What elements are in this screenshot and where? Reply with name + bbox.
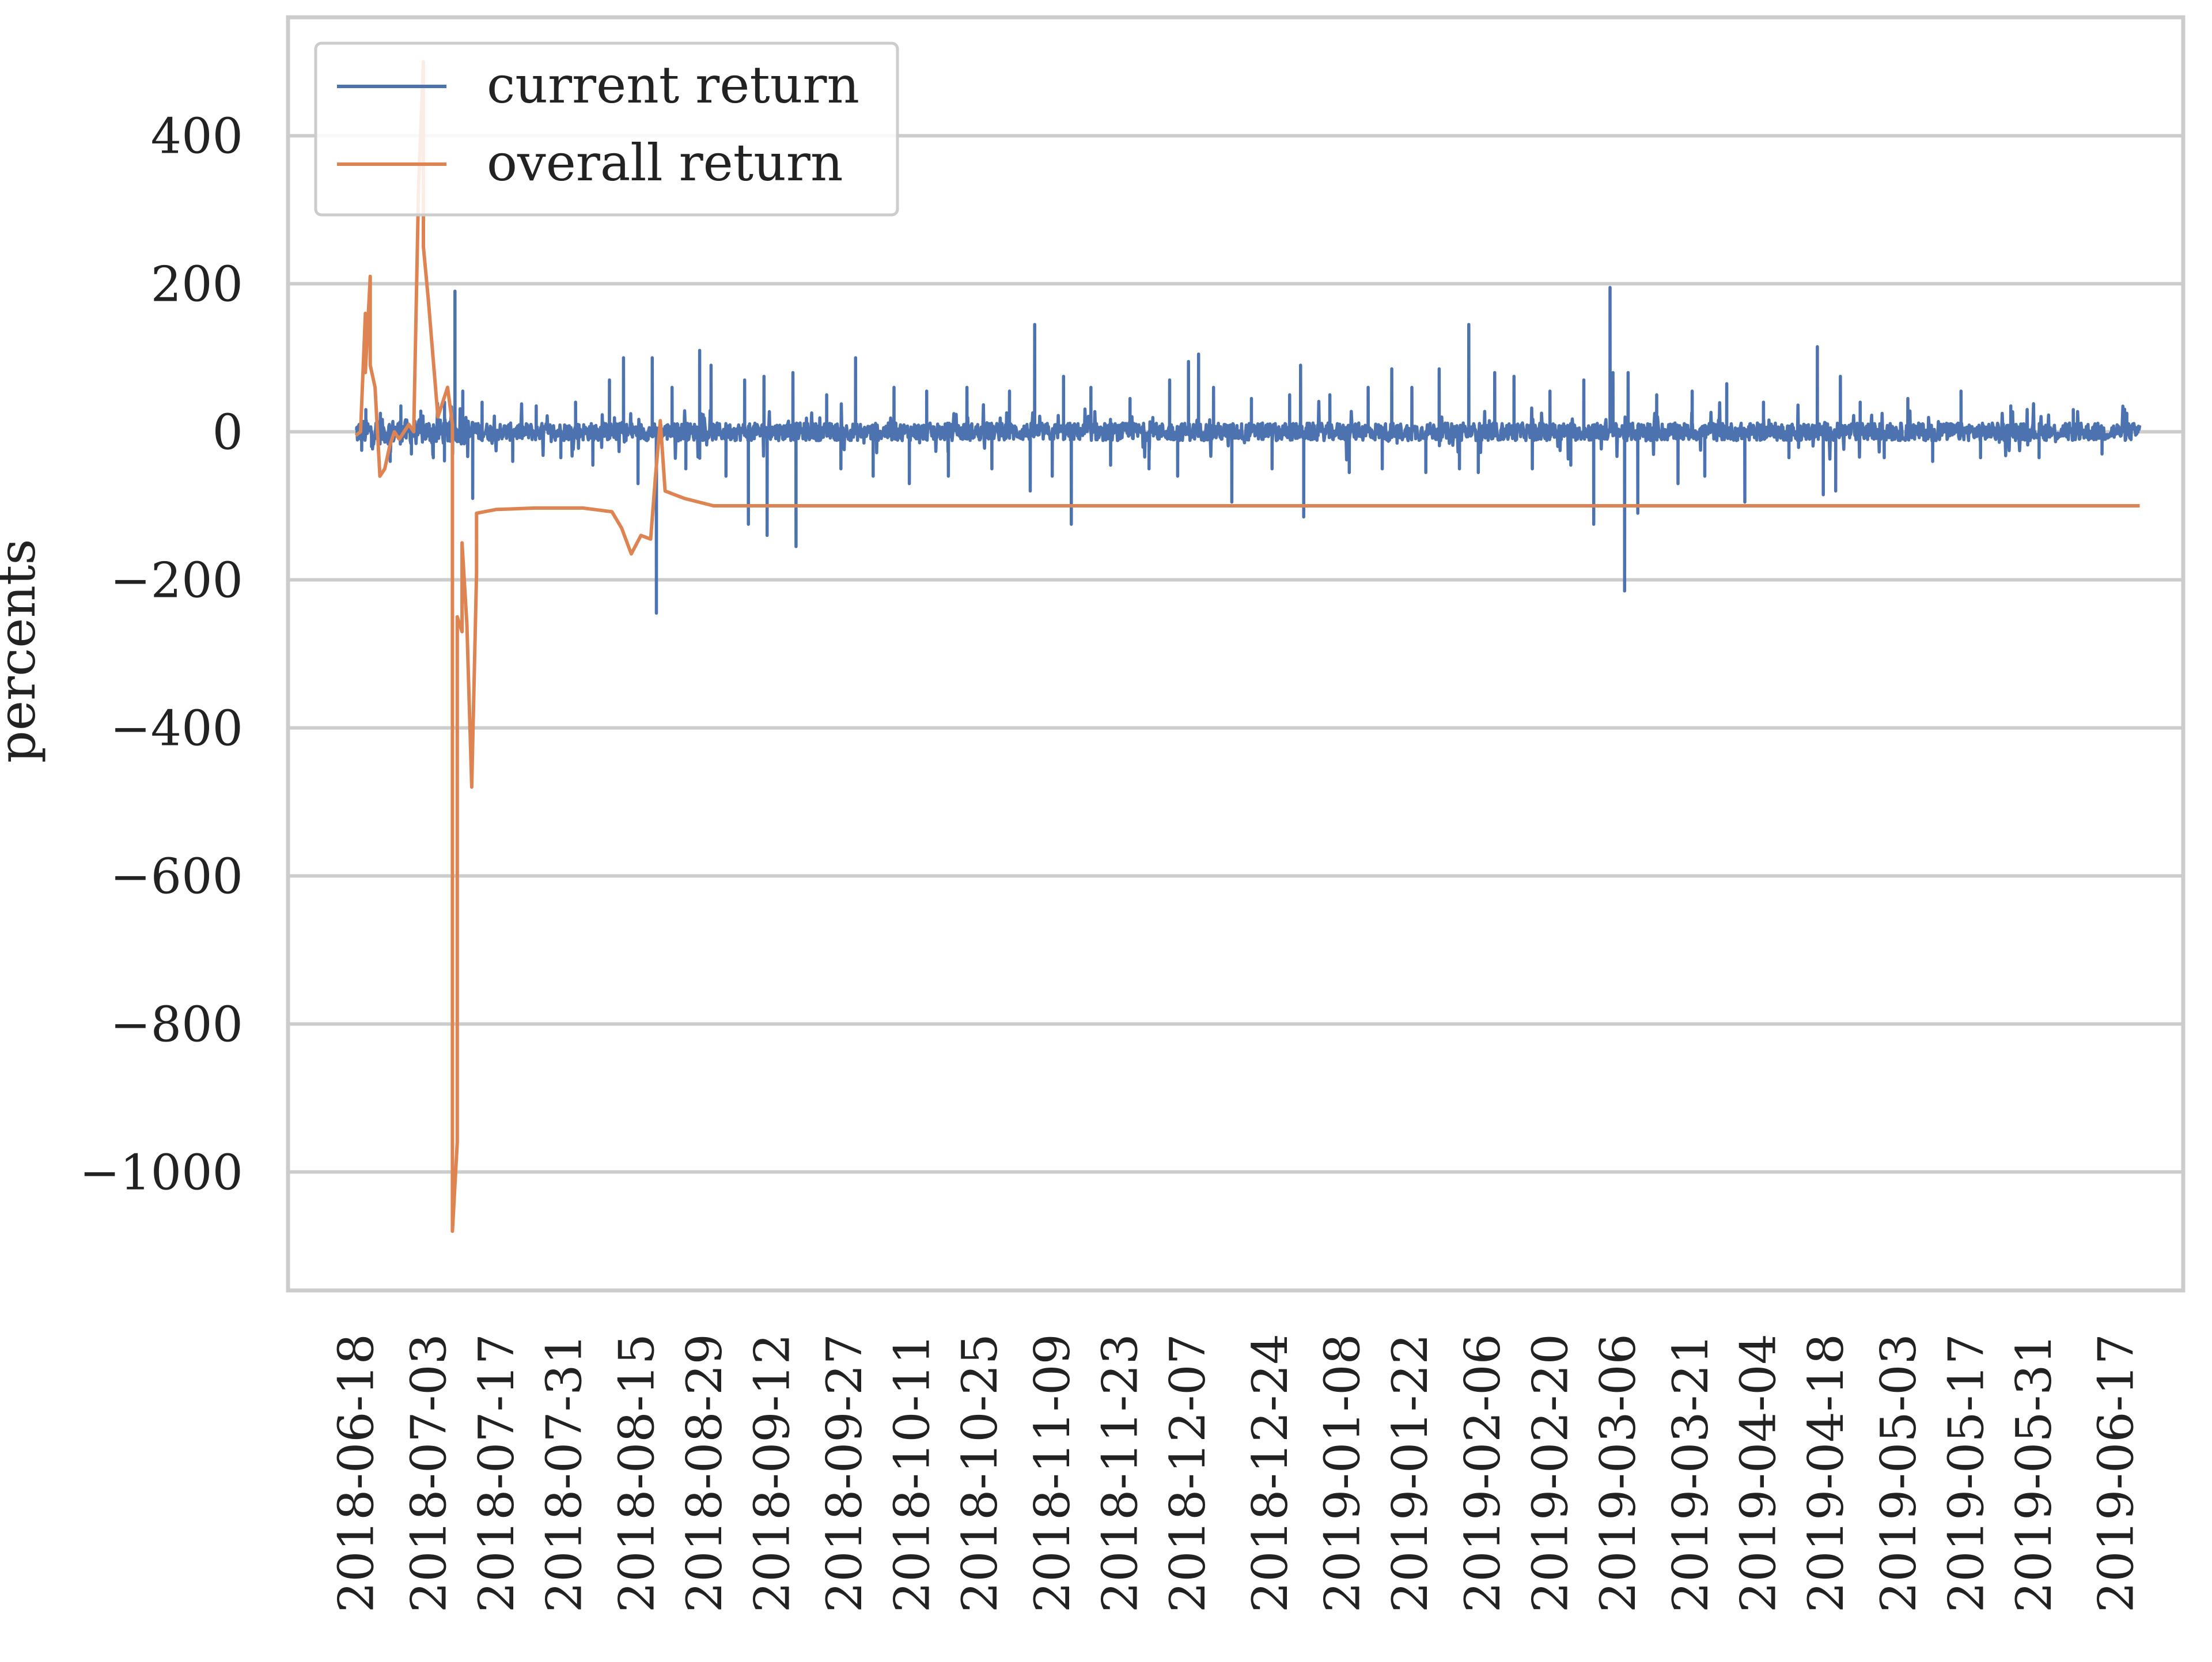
x-tick-label: 2018-08-15 [608, 1334, 665, 1612]
x-tick-label: 2019-05-17 [1938, 1334, 1994, 1612]
y-tick-label: −1000 [79, 1144, 243, 1201]
x-tick-label: 2019-01-08 [1315, 1334, 1371, 1612]
y-tick-label: −400 [110, 700, 243, 756]
x-tick-label: 2018-10-25 [952, 1334, 1008, 1612]
x-tick-labels: 2018-06-18 2018-07-03 2018-07-17 2018-07-31… [328, 1334, 2145, 1612]
legend-frame [314, 41, 899, 217]
x-tick-label: 2018-07-31 [536, 1334, 592, 1612]
y-axis-label: percents [0, 539, 47, 763]
legend-label: current return [487, 55, 859, 115]
x-tick-label: 2018-07-17 [468, 1334, 525, 1612]
y-tick-label: −800 [110, 996, 243, 1053]
x-tick-label: 2018-12-24 [1242, 1334, 1298, 1612]
x-tick-label: 2018-11-23 [1092, 1334, 1149, 1612]
legend[interactable]: current return overall return [314, 41, 899, 217]
x-tick-label: 2019-06-17 [2088, 1334, 2145, 1612]
x-tick-label: 2019-04-18 [1798, 1334, 1854, 1612]
series-line-current-return [354, 286, 2142, 615]
x-tick-label: 2019-04-04 [1730, 1334, 1786, 1612]
x-tick-label: 2019-02-20 [1522, 1334, 1579, 1612]
plot-area [286, 15, 2186, 1293]
y-tick-label: 0 [213, 404, 243, 461]
x-tick-label: 2018-12-07 [1160, 1334, 1216, 1612]
legend-label: overall return [487, 133, 843, 192]
y-tick-labels: 400 200 0 −200 −400 −600 −800 −1000 [79, 108, 243, 1201]
series-lines [354, 60, 2142, 1233]
y-tick-label: 200 [151, 256, 243, 313]
x-tick-label: 2019-02-06 [1455, 1334, 1511, 1612]
x-tick-label: 2019-05-03 [1870, 1334, 1927, 1612]
x-tick-label: 2018-09-27 [816, 1334, 873, 1612]
x-tick-label: 2018-07-03 [400, 1334, 457, 1612]
y-tick-label: −200 [110, 552, 243, 609]
x-tick-label: 2019-01-22 [1382, 1334, 1438, 1612]
x-tick-label: 2018-10-11 [884, 1334, 941, 1612]
x-tick-label: 2019-05-31 [2006, 1334, 2062, 1612]
x-tick-label: 2019-03-06 [1590, 1334, 1646, 1612]
y-tick-label: 400 [151, 108, 243, 165]
x-tick-label: 2018-11-09 [1024, 1334, 1081, 1612]
series-line-overall-return [354, 60, 2140, 1233]
x-tick-label: 2018-06-18 [328, 1334, 385, 1612]
x-tick-label: 2019-03-21 [1662, 1334, 1719, 1612]
x-tick-label: 2018-08-29 [676, 1334, 733, 1612]
x-tick-label: 2018-09-12 [744, 1334, 800, 1612]
y-tick-label: −600 [110, 848, 243, 904]
